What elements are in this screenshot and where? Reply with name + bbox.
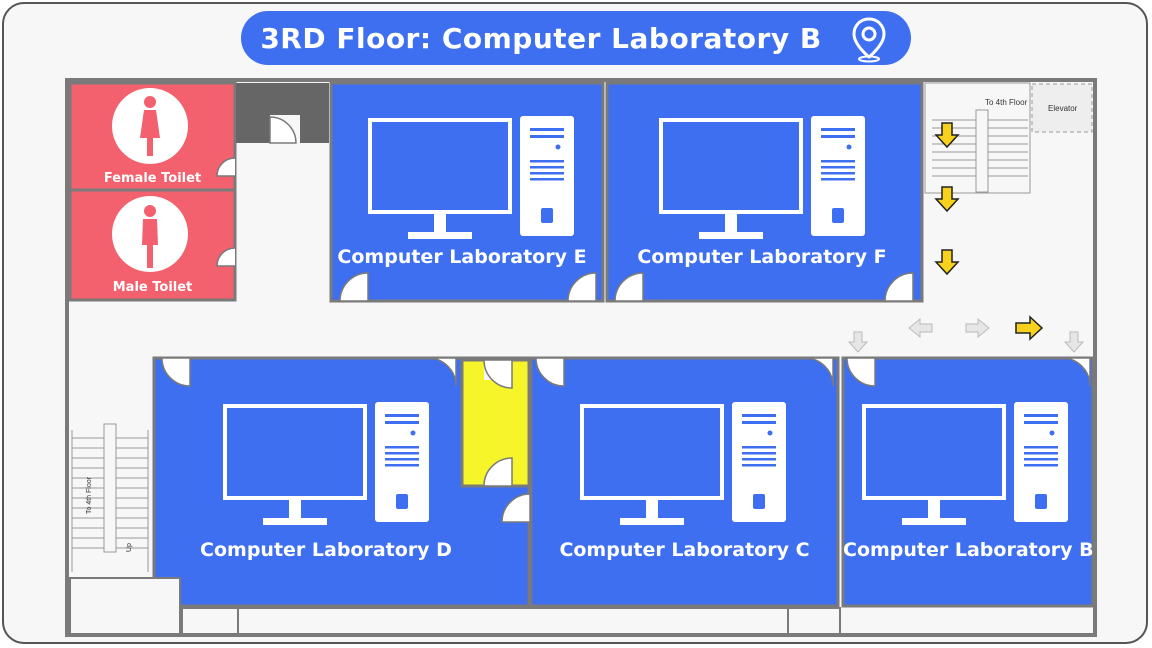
female-toilet-label: Female Toilet bbox=[103, 171, 202, 186]
stairs-left-label: To 4th Floor bbox=[86, 477, 93, 514]
lab-c-label[interactable]: Computer Laboratory C bbox=[559, 539, 810, 561]
direction-arrow-icon bbox=[848, 122, 1084, 353]
lab-d-label[interactable]: Computer Laboratory D bbox=[200, 539, 452, 561]
title-text: 3RD Floor: Computer Laboratory B bbox=[260, 21, 822, 55]
lab-b-label[interactable]: Computer Laboratory B bbox=[843, 539, 1094, 561]
male-toilet-label: Male Toilet bbox=[112, 280, 193, 295]
elevator-label: Elevator bbox=[1048, 104, 1078, 113]
stairs-top-label: To 4th Floor bbox=[985, 98, 1028, 107]
female-person-icon bbox=[140, 96, 160, 156]
stairs-up-label: Up bbox=[126, 543, 133, 552]
lab-f-label[interactable]: Computer Laboratory F bbox=[637, 246, 887, 268]
map-pin-icon bbox=[852, 17, 886, 63]
page-title: 3RD Floor: Computer Laboratory B bbox=[241, 11, 911, 65]
male-person-icon bbox=[142, 205, 158, 268]
lab-e-label[interactable]: Computer Laboratory E bbox=[337, 246, 587, 268]
